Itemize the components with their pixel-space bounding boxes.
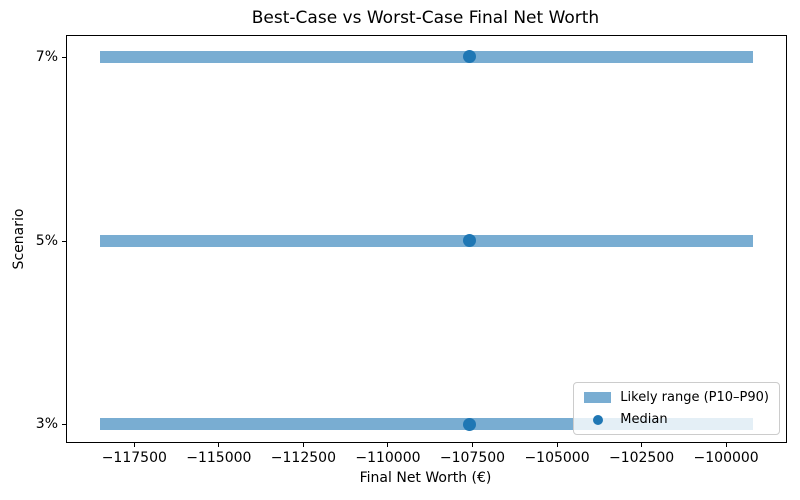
legend-label: Likely range (P10–P90) <box>620 390 769 405</box>
y-tick-label: 3% <box>35 416 58 432</box>
x-tick <box>133 443 135 447</box>
x-tick-label: −110000 <box>355 450 421 466</box>
median-dot <box>462 50 476 64</box>
y-tick <box>62 56 66 58</box>
median-dot <box>462 417 476 431</box>
range-bar <box>100 234 754 247</box>
x-tick-label: −117500 <box>101 450 167 466</box>
legend-item-median: Median <box>584 412 769 427</box>
plot-area: Likely range (P10–P90) Median <box>66 35 787 443</box>
x-tick <box>725 443 727 447</box>
x-tick-label: −107500 <box>439 450 506 466</box>
y-axis-label: Scenario <box>11 208 27 270</box>
x-tick <box>556 443 558 447</box>
y-tick-label: 5% <box>35 232 58 249</box>
y-tick-label: 7% <box>35 48 58 65</box>
x-tick <box>641 443 643 447</box>
x-tick-label: −112500 <box>270 450 336 466</box>
x-tick-label: −115000 <box>186 450 252 466</box>
chart-title: Best-Case vs Worst-Case Final Net Worth <box>251 8 600 28</box>
median-dot <box>462 234 476 248</box>
x-tick <box>218 443 220 447</box>
median-dot-icon <box>584 414 611 425</box>
x-tick-label: −105000 <box>524 450 590 466</box>
y-tick <box>62 424 66 425</box>
x-tick <box>302 443 304 447</box>
legend-item-likely-range: Likely range (P10–P90) <box>584 390 769 405</box>
x-tick <box>471 443 473 447</box>
legend: Likely range (P10–P90) Median <box>573 382 780 435</box>
range-bar <box>100 50 754 63</box>
x-tick-label: −100000 <box>693 450 759 466</box>
range-swatch-icon <box>584 392 612 403</box>
y-tick <box>62 240 66 242</box>
x-tick-label: −102500 <box>608 450 675 466</box>
x-tick <box>387 443 389 447</box>
x-axis-label: Final Net Worth (€) <box>359 470 492 486</box>
legend-label: Median <box>620 412 668 427</box>
